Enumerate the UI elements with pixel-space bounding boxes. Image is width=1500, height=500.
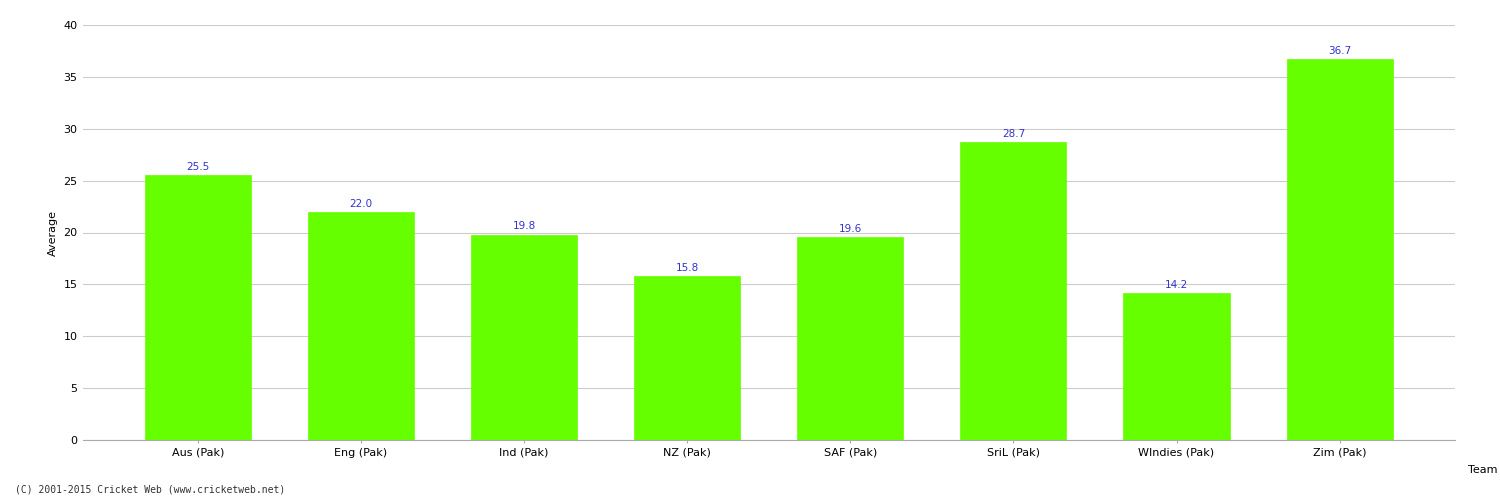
Text: 28.7: 28.7 xyxy=(1002,129,1025,139)
X-axis label: Team: Team xyxy=(1467,465,1497,475)
Text: 22.0: 22.0 xyxy=(350,198,372,208)
Bar xyxy=(308,212,414,440)
Bar xyxy=(1124,292,1230,440)
Text: 19.8: 19.8 xyxy=(513,222,535,232)
Y-axis label: Average: Average xyxy=(48,210,58,256)
Bar xyxy=(960,142,1066,440)
Bar xyxy=(798,236,903,440)
Text: 36.7: 36.7 xyxy=(1328,46,1352,56)
Bar xyxy=(146,176,250,440)
Text: (C) 2001-2015 Cricket Web (www.cricketweb.net): (C) 2001-2015 Cricket Web (www.cricketwe… xyxy=(15,485,285,495)
Bar xyxy=(1287,59,1392,440)
Bar xyxy=(471,234,578,440)
Bar xyxy=(634,276,740,440)
Text: 14.2: 14.2 xyxy=(1166,280,1188,289)
Text: 25.5: 25.5 xyxy=(186,162,210,172)
Text: 15.8: 15.8 xyxy=(675,263,699,273)
Text: 19.6: 19.6 xyxy=(839,224,862,234)
